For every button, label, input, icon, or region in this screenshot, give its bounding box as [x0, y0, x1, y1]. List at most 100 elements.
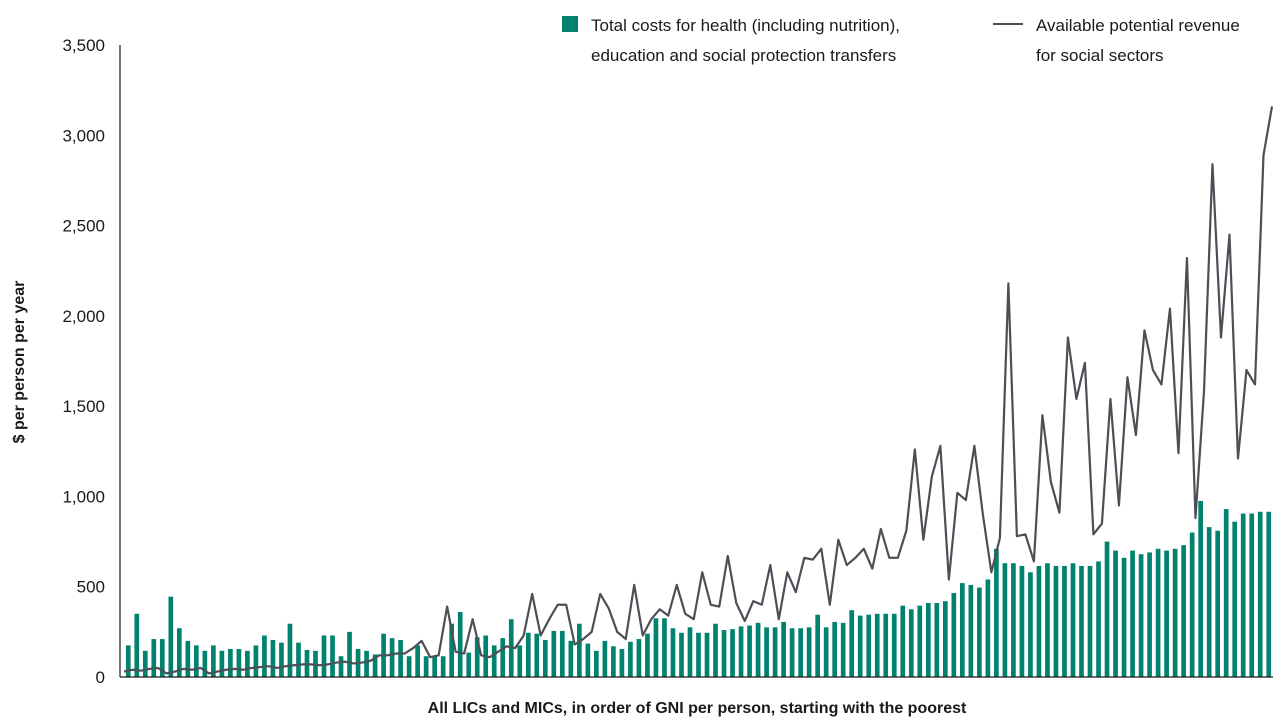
bar [764, 627, 769, 677]
bar [423, 656, 429, 677]
bar [874, 613, 880, 677]
bar [185, 640, 191, 677]
bar [440, 656, 446, 677]
bar [142, 650, 148, 677]
bar [406, 656, 412, 677]
bar [542, 639, 548, 677]
bar [985, 579, 991, 677]
bar [525, 632, 531, 677]
bar [551, 630, 557, 677]
bar [772, 627, 778, 677]
bar [1181, 545, 1186, 677]
bar [1266, 511, 1272, 677]
bar [219, 650, 225, 677]
bar [823, 627, 829, 677]
bar [559, 630, 565, 677]
bar [636, 639, 642, 677]
bar [1104, 541, 1110, 677]
bar [951, 593, 957, 677]
bar [270, 639, 276, 677]
bar [466, 652, 472, 677]
bar [1087, 565, 1093, 677]
bar [977, 587, 982, 677]
bar [176, 628, 182, 677]
bar [194, 645, 199, 677]
y-tick-label: 1,500 [62, 397, 105, 416]
bar [415, 645, 420, 677]
bar [1036, 565, 1042, 677]
legend: Total costs for health (including nutrit… [562, 16, 1240, 65]
bar [457, 611, 463, 677]
bar [245, 650, 250, 677]
bar [500, 638, 506, 677]
bar [372, 654, 378, 677]
y-tick-label: 3,500 [62, 36, 105, 55]
bar [287, 623, 293, 677]
bar [338, 656, 344, 677]
legend-label-revenue-line2: for social sectors [1036, 46, 1164, 65]
bar [568, 640, 574, 677]
bar [696, 632, 701, 677]
bar [679, 632, 684, 677]
bar [704, 632, 710, 677]
bar [832, 621, 838, 677]
bar [279, 642, 284, 677]
bar [994, 548, 999, 677]
bar [849, 610, 855, 677]
bar [1164, 550, 1169, 677]
bar [738, 626, 744, 677]
bar [781, 621, 786, 677]
bar [687, 627, 693, 677]
bar [891, 613, 897, 677]
bar [389, 638, 395, 677]
bar [662, 618, 667, 677]
bar [159, 639, 165, 677]
bar [1011, 563, 1016, 677]
bar [211, 645, 216, 677]
bar [934, 602, 940, 677]
bar [925, 602, 931, 677]
y-tick-label: 2,000 [62, 307, 105, 326]
bar [577, 623, 582, 677]
bar [1257, 511, 1263, 677]
bar [1053, 565, 1059, 677]
y-tick-label: 0 [96, 668, 105, 687]
bar [900, 605, 906, 677]
bar [330, 635, 335, 677]
bar [1019, 565, 1025, 677]
y-axis-ticks: 0 500 1,000 1,500 2,000 2,500 3,000 3,500 [62, 36, 105, 687]
bar [1172, 548, 1178, 677]
bar [347, 631, 352, 677]
bar [449, 623, 455, 677]
bar [1079, 565, 1084, 677]
y-tick-label: 2,500 [62, 217, 105, 236]
legend-label-costs-line2: education and social protection transfer… [591, 46, 896, 65]
y-axis-title: $ per person per year [11, 281, 28, 444]
x-axis-title: All LICs and MICs, in order of GNI per p… [428, 700, 967, 717]
bar [747, 625, 752, 677]
bar [1206, 527, 1212, 677]
bar [585, 643, 591, 677]
bar [806, 627, 812, 677]
bar [1138, 554, 1144, 677]
bar [602, 640, 608, 677]
bar [1028, 572, 1033, 677]
legend-label-costs-line1: Total costs for health (including nutrit… [591, 16, 900, 35]
y-tick-label: 3,000 [62, 126, 105, 145]
bar [883, 613, 889, 677]
bar [713, 623, 718, 677]
bar [840, 622, 846, 677]
bar [730, 629, 735, 677]
bar [815, 614, 820, 677]
bar [653, 618, 659, 677]
bar [594, 650, 599, 677]
bar [857, 615, 863, 677]
bar [721, 630, 727, 677]
bar [1147, 552, 1152, 677]
bar [1155, 548, 1161, 677]
bar [364, 650, 369, 677]
bar [321, 635, 327, 677]
bar [1223, 509, 1229, 677]
